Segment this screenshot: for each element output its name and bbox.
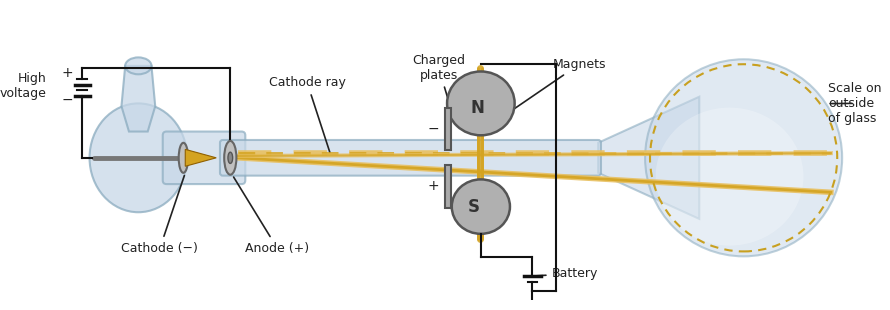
Ellipse shape [452, 179, 510, 234]
Text: +: + [61, 66, 73, 80]
Text: High
voltage: High voltage [0, 73, 46, 100]
Polygon shape [121, 66, 155, 131]
Ellipse shape [125, 57, 151, 74]
Polygon shape [185, 149, 216, 166]
Polygon shape [598, 97, 700, 219]
Text: −: − [427, 122, 439, 136]
Text: −: − [61, 93, 73, 107]
Ellipse shape [447, 72, 514, 135]
Text: Battery: Battery [535, 267, 598, 280]
Text: Charged
plates: Charged plates [412, 54, 465, 103]
Ellipse shape [179, 143, 188, 173]
FancyBboxPatch shape [163, 131, 246, 184]
Text: Anode (+): Anode (+) [234, 177, 310, 255]
Text: Scale on
outside
of glass: Scale on outside of glass [828, 82, 882, 125]
Ellipse shape [645, 59, 842, 256]
Bar [445, 165, 451, 208]
Text: Magnets: Magnets [506, 58, 606, 114]
Ellipse shape [224, 141, 237, 175]
Text: +: + [427, 179, 439, 193]
Text: N: N [470, 99, 484, 117]
Text: S: S [467, 197, 480, 216]
FancyBboxPatch shape [220, 140, 601, 176]
Ellipse shape [228, 152, 232, 163]
Text: Cathode (−): Cathode (−) [122, 175, 198, 255]
Text: Cathode ray: Cathode ray [269, 77, 345, 152]
Ellipse shape [90, 104, 187, 212]
Ellipse shape [656, 108, 804, 246]
Bar [445, 108, 451, 150]
